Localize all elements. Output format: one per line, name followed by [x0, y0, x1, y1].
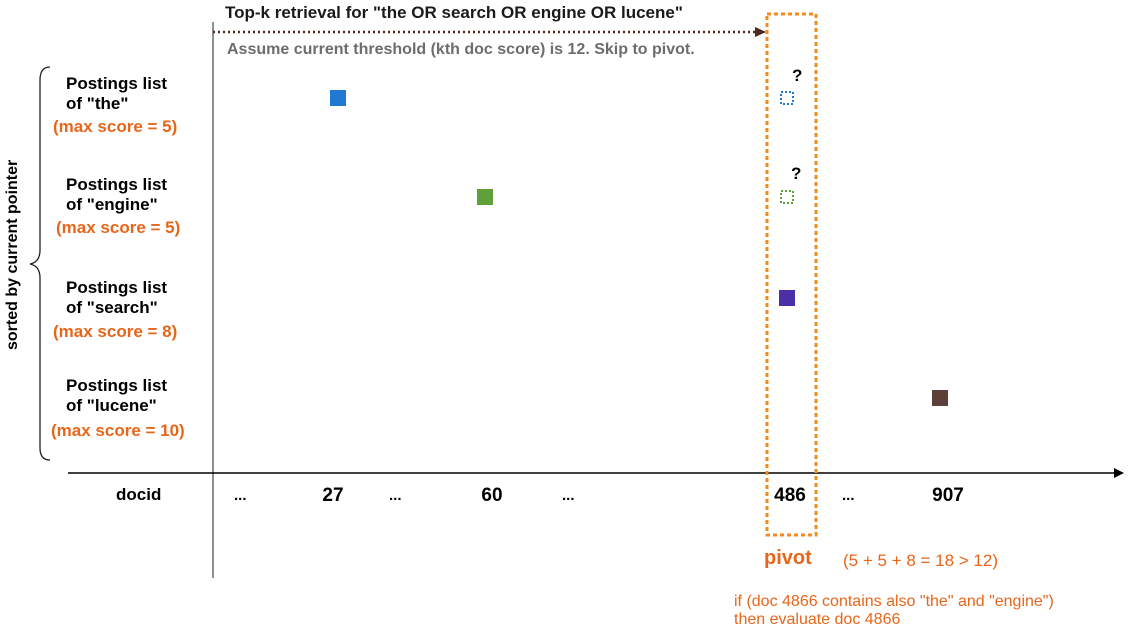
pivot-note: if (doc 4866 contains also "the" and "en… — [734, 593, 1054, 629]
row-label-the: Postings list of "the" — [66, 74, 167, 114]
posting-marker-907 — [932, 390, 948, 406]
side-label: sorted by current pointer — [4, 159, 21, 350]
row-title-line2: of "the" — [66, 94, 129, 113]
question-mark-engine: ? — [791, 164, 802, 183]
tick-label-60: 60 — [481, 485, 503, 506]
row-title-line2: of "engine" — [66, 195, 158, 214]
pivot-calculation: (5 + 5 + 8 = 18 > 12) — [843, 551, 999, 570]
question-mark-the: ? — [792, 66, 803, 85]
tick-label-907: 907 — [932, 485, 964, 506]
diagram-subtitle: Assume current threshold (kth doc score)… — [227, 41, 695, 58]
pivot-label: pivot — [764, 547, 812, 569]
axis-label-docid: docid — [116, 485, 162, 504]
row-title-line2: of "lucene" — [66, 396, 157, 415]
row-score-the: (max score = 5) — [53, 117, 178, 136]
row-title-line1: Postings list — [66, 278, 168, 297]
row-score-lucene: (max score = 10) — [51, 421, 185, 440]
title-arrowhead — [755, 27, 766, 37]
tick-label-486: 486 — [774, 485, 806, 506]
row-score-search: (max score = 8) — [53, 322, 178, 341]
posting-marker-27 — [330, 90, 346, 106]
pivot-note-line1: if (doc 4866 contains also "the" and "en… — [734, 593, 1054, 610]
row-brace — [29, 66, 51, 461]
row-label-engine: Postings list of "engine" — [66, 175, 167, 215]
axis-ellipsis: ... — [389, 487, 402, 504]
pivot-note-line2: then evaluate doc 4866 — [734, 611, 901, 628]
posting-marker-486 — [779, 290, 795, 306]
posting-marker-60 — [477, 189, 493, 205]
row-title-line1: Postings list — [66, 74, 168, 93]
axis-ellipsis: ... — [562, 487, 575, 504]
diagram-title: Top-k retrieval for "the OR search OR en… — [225, 3, 683, 22]
pending-posting-marker — [780, 91, 794, 105]
row-title-line1: Postings list — [66, 376, 168, 395]
row-score-engine: (max score = 5) — [56, 218, 181, 237]
row-label-search: Postings list of "search" — [66, 278, 167, 318]
axis-ellipsis: ... — [842, 487, 855, 504]
pivot-box — [765, 12, 818, 537]
row-title-line2: of "search" — [66, 298, 158, 317]
docid-axis-arrowhead — [1114, 468, 1124, 478]
pending-posting-marker — [780, 190, 794, 204]
row-title-line1: Postings list — [66, 175, 168, 194]
tick-label-27: 27 — [322, 485, 344, 506]
row-label-lucene: Postings list of "lucene" — [66, 376, 167, 416]
axis-ellipsis: ... — [234, 487, 247, 504]
